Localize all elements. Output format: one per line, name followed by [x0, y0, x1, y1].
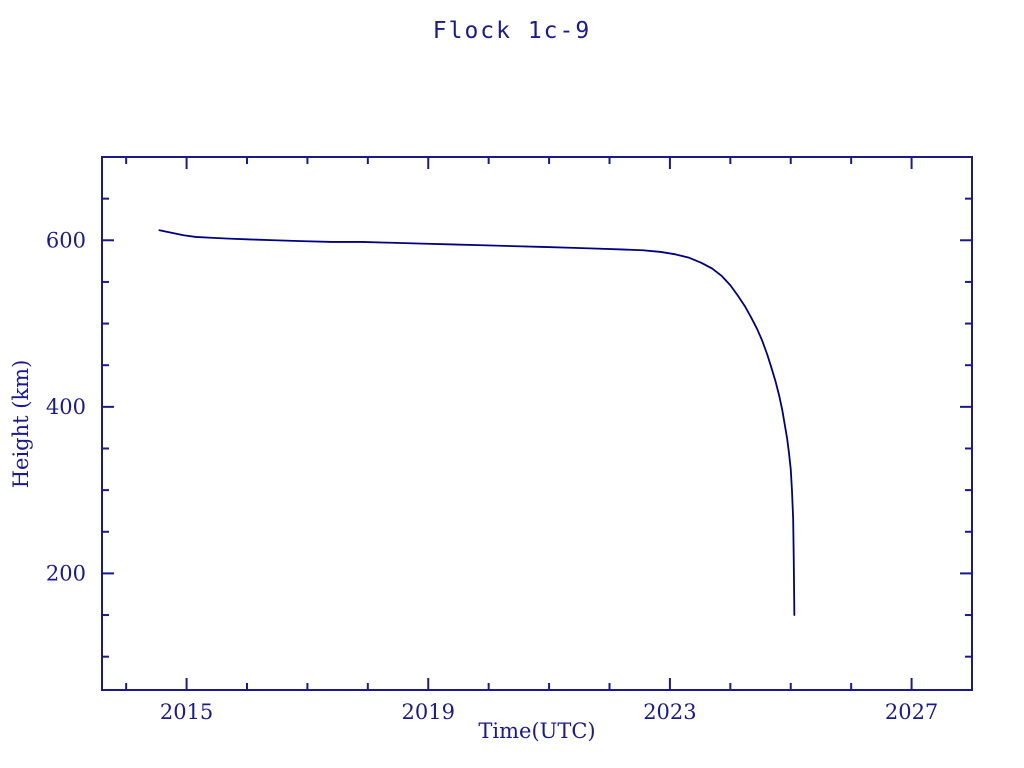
x-tick-label: 2019 [402, 700, 455, 724]
plot-frame [101, 156, 973, 691]
y-tick-label: 400 [46, 395, 86, 419]
x-tick-label: 2015 [160, 700, 213, 724]
x-axis-title: Time(UTC) [478, 719, 595, 743]
axis-ticks [102, 156, 973, 690]
y-tick-label: 600 [46, 228, 86, 252]
y-tick-label: 200 [46, 561, 86, 585]
altitude-decay-curve [158, 229, 796, 616]
x-tick-label: 2023 [643, 700, 696, 724]
x-tick-label: 2027 [885, 700, 938, 724]
x-axis-tick-labels: 2015 2019 2023 2027 [160, 700, 938, 724]
y-axis-tick-labels: 200 400 600 [46, 228, 86, 585]
y-axis-title: Height (km) [9, 360, 33, 489]
chart-title: Flock 1c-9 [433, 18, 591, 44]
